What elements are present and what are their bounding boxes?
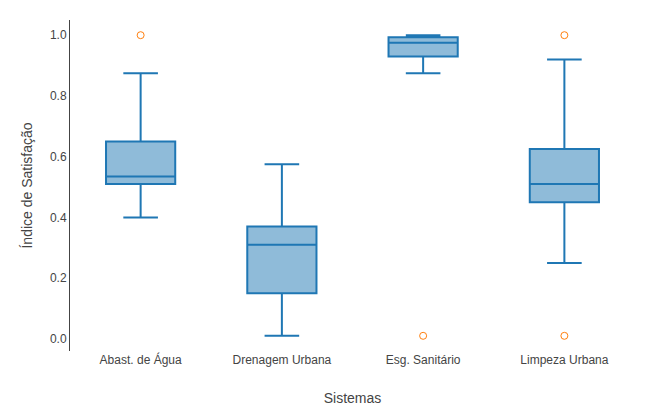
svg-text:0.6: 0.6 [50, 150, 67, 164]
svg-text:Índice de Satisfação: Índice de Satisfação [19, 122, 35, 248]
svg-text:1.0: 1.0 [50, 28, 67, 42]
svg-text:0.8: 0.8 [50, 89, 67, 103]
svg-text:0.4: 0.4 [50, 211, 67, 225]
svg-text:Drenagem Urbana: Drenagem Urbana [233, 353, 332, 367]
svg-text:Abast. de Água: Abast. de Água [100, 352, 182, 367]
svg-text:Limpeza Urbana: Limpeza Urbana [520, 353, 608, 367]
svg-text:0.0: 0.0 [50, 332, 67, 346]
svg-text:Esg. Sanitário: Esg. Sanitário [386, 353, 461, 367]
svg-text:Sistemas: Sistemas [324, 390, 382, 406]
svg-text:0.2: 0.2 [50, 271, 67, 285]
